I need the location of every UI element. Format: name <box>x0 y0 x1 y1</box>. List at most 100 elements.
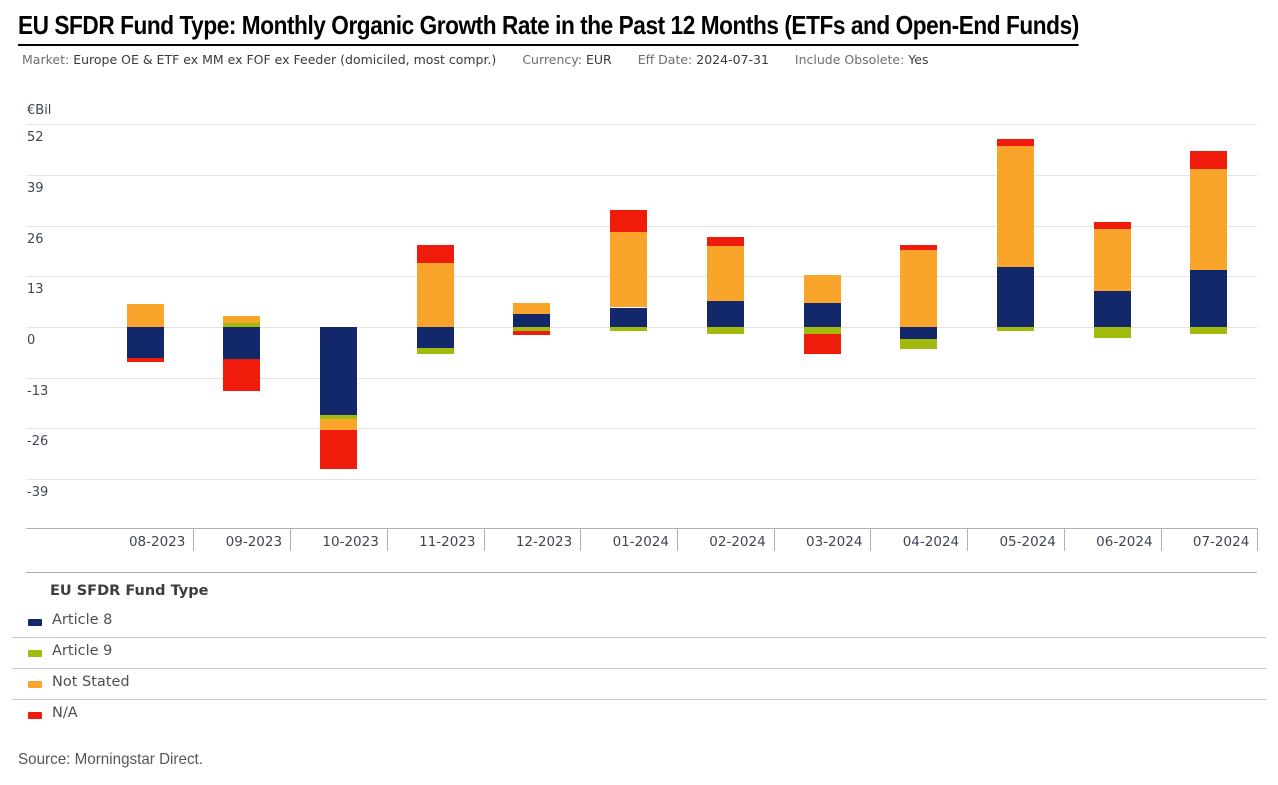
x-axis-tick <box>290 528 292 551</box>
bar-segment-article-8 <box>416 327 454 348</box>
x-axis-month-label: 01-2024 <box>612 534 669 550</box>
legend-item-article-9: Article 9 <box>0 638 1278 669</box>
x-axis-tick <box>1257 528 1259 551</box>
bar-segment-article-8 <box>126 327 164 358</box>
bar-segment-not-stated <box>126 304 164 327</box>
x-axis-month-label: 07-2024 <box>1192 534 1250 550</box>
bar-segment-n-a <box>1093 222 1131 229</box>
bar-segment-article-8 <box>900 327 938 339</box>
bar-segment-article-8 <box>803 302 841 327</box>
bar-segment-article-9 <box>223 323 261 327</box>
bar-segment-article-8 <box>996 266 1034 327</box>
y-axis-tick-label: -39 <box>27 485 49 501</box>
bar-segment-article-8 <box>513 314 551 327</box>
x-axis-tick <box>580 528 582 551</box>
bar-segment-not-stated <box>996 146 1034 267</box>
bar-segment-n-a <box>996 139 1034 147</box>
legend-divider <box>12 637 1266 638</box>
x-axis-month-label: 02-2024 <box>709 534 766 550</box>
param-eff-date: Eff Date: 2024-07-31 <box>638 52 769 67</box>
bar-segment-not-stated <box>1093 228 1131 292</box>
bar-segment-not-stated <box>803 275 841 303</box>
bar-segment-article-9 <box>319 414 357 419</box>
chart-parameters: Market: Europe OE & ETF ex MM ex FOF ex F… <box>22 52 928 67</box>
bar-segment-not-stated <box>223 316 261 324</box>
bar-segment-article-8 <box>706 300 744 327</box>
bar-segment-not-stated <box>416 263 454 327</box>
chart-bottom-divider <box>26 572 1257 573</box>
x-axis-tick <box>1160 528 1162 551</box>
bar-segment-article-9 <box>996 327 1034 331</box>
x-axis-month-label: 04-2024 <box>902 534 960 550</box>
legend-item-label: Article 9 <box>52 643 113 659</box>
x-axis-line <box>26 528 1257 529</box>
legend-item-label: Article 8 <box>52 612 113 628</box>
bar-segment-article-8 <box>1190 269 1228 327</box>
bar-segment-not-stated <box>1190 168 1228 270</box>
bar-segment-not-stated <box>319 418 357 431</box>
bar-segment-n-a <box>319 430 357 470</box>
bar-segment-article-8 <box>319 327 357 415</box>
bar-segment-not-stated <box>900 250 938 327</box>
x-axis-tick <box>386 528 388 551</box>
bar-segment-article-8 <box>223 327 261 359</box>
x-axis-tick <box>967 528 969 551</box>
y-axis-unit-label: €Bil <box>27 103 52 118</box>
bar-segment-n-a <box>610 209 648 232</box>
legend-divider <box>12 699 1266 700</box>
y-axis-tick-label: 52 <box>27 130 44 146</box>
bar-segment-n-a <box>803 334 841 354</box>
param-eff-date-label: Eff Date: <box>637 52 693 67</box>
bar-segment-n-a <box>900 245 938 251</box>
x-axis-month-label: 08-2023 <box>128 534 186 550</box>
param-include-obsolete-label: Include Obsolete: <box>794 52 905 67</box>
param-market-label: Market: <box>22 52 70 67</box>
bar-segment-article-9 <box>610 327 648 331</box>
article-8-swatch <box>28 619 42 626</box>
bar-segment-not-stated <box>513 302 551 315</box>
bar-segment-article-9 <box>1190 327 1228 334</box>
param-currency-value: EUR <box>585 52 612 67</box>
bar-segment-article-9 <box>416 347 454 354</box>
y-axis-tick-label: 39 <box>27 180 44 196</box>
x-axis-tick <box>1063 528 1065 551</box>
y-axis-tick-label: -26 <box>27 434 49 450</box>
x-axis-tick <box>483 528 485 551</box>
x-axis-month-label: 10-2023 <box>322 534 379 550</box>
x-axis-tick <box>773 528 775 551</box>
bar-segment-not-stated <box>610 231 648 308</box>
y-axis-tick-label: 26 <box>27 231 44 247</box>
bar-segment-article-9 <box>900 338 938 349</box>
y-axis-tick-label: 0 <box>27 333 36 348</box>
bar-segment-n-a <box>706 236 744 247</box>
source-note: Source: Morningstar Direct. <box>18 751 203 768</box>
article-9-swatch <box>28 650 42 657</box>
gridline <box>26 428 1257 430</box>
param-currency: Currency: EUR <box>522 52 611 67</box>
x-axis-month-label: 12-2023 <box>515 534 573 550</box>
bar-segment-n-a <box>416 245 454 264</box>
legend-divider <box>12 668 1266 669</box>
x-axis-month-label: 09-2023 <box>225 534 283 550</box>
bar-segment-article-9 <box>513 327 551 332</box>
param-include-obsolete-value: Yes <box>908 52 929 67</box>
bar-segment-n-a <box>126 357 164 362</box>
bar-segment-n-a <box>223 358 261 391</box>
bar-segment-article-8 <box>1093 291 1131 327</box>
param-include-obsolete: Include Obsolete: Yes <box>795 52 929 67</box>
legend-item-na: N/A <box>0 700 1278 731</box>
x-axis-tick <box>870 528 872 551</box>
gridline <box>26 174 1257 176</box>
gridline <box>26 377 1257 379</box>
x-axis-month-label: 03-2024 <box>806 534 863 550</box>
x-axis-tick <box>676 528 678 551</box>
legend-item-label: N/A <box>52 705 78 721</box>
bar-segment-article-9 <box>1093 327 1131 338</box>
bar-segment-n-a <box>513 331 551 336</box>
stacked-bar-chart: €Bil 52 39 26 13 0 -13 -26 -39 08-2023 09-2023 10-… <box>26 103 1259 551</box>
bar-segment-article-9 <box>706 327 744 335</box>
gridline <box>26 479 1257 481</box>
legend-item-not-stated: Not Stated <box>0 669 1278 700</box>
x-axis-month-label: 06-2024 <box>1096 534 1153 550</box>
